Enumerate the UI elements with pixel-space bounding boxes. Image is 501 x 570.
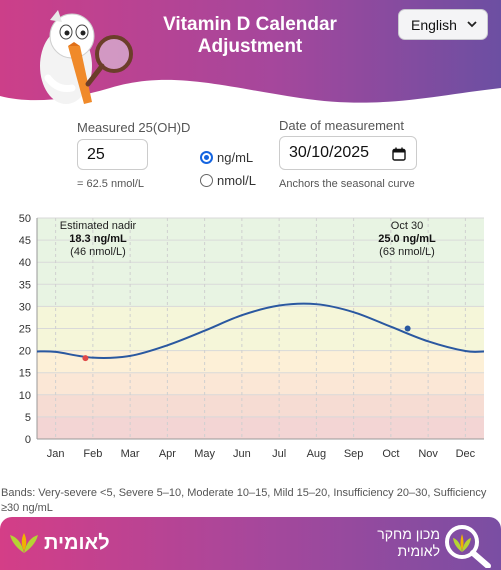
y-tick-label: 10	[19, 390, 31, 402]
vitamin-d-curve	[36, 302, 485, 359]
nadir-point	[82, 355, 89, 362]
measured-label: Measured 25(OH)D	[77, 120, 191, 135]
stork-mascot-icon	[40, 10, 133, 104]
converted-value: = 62.5 nmol/L	[77, 178, 144, 190]
title-line-2: Adjustment	[197, 36, 303, 57]
x-tick-label: Dec	[456, 448, 476, 460]
measurement-date-input[interactable]: 30/10/2025	[279, 136, 417, 170]
y-tick-label: 50	[19, 213, 31, 225]
title-line-1: Vitamin D Calendar	[163, 14, 337, 35]
x-tick-label: Feb	[83, 448, 102, 460]
x-tick-label: Apr	[159, 448, 176, 460]
y-tick-label: 35	[19, 279, 31, 291]
y-tick-label: 45	[19, 235, 31, 247]
measured-value-text: 25	[87, 145, 105, 163]
y-axis-ticks: 0 5 10 15 20 25 30 35 40 45 50	[19, 213, 31, 446]
unit-radio-label: nmol/L	[217, 173, 257, 188]
unit-radio-nmoll[interactable]: nmol/L	[200, 173, 256, 188]
y-tick-label: 30	[19, 301, 31, 313]
y-tick-label: 15	[19, 368, 31, 380]
unit-radio-ngml[interactable]: ng/mL	[200, 150, 253, 165]
x-tick-label: Jan	[47, 448, 65, 460]
x-tick-label: Jun	[233, 448, 251, 460]
chevron-down-icon	[467, 21, 477, 28]
radio-unselected-icon	[200, 174, 213, 187]
radio-selected-icon	[200, 151, 213, 164]
annotation-label: Estimated nadir	[60, 220, 137, 232]
bands-legend-note: Bands: Very-severe <5, Severe 5–10, Mode…	[1, 487, 487, 514]
chart-gridlines	[36, 217, 484, 440]
annotation-value: 25.0 ng/mL	[378, 233, 436, 245]
leumit-logo-text: לאומית	[44, 531, 110, 554]
date-hint: Anchors the seasonal curve	[279, 178, 415, 190]
institute-line-2: לאומית	[397, 543, 441, 559]
date-value-text: 30/10/2025	[289, 144, 370, 161]
calendar-icon[interactable]	[392, 147, 406, 161]
research-institute-name: מכון מחקר לאומית	[360, 526, 440, 560]
y-tick-label: 25	[19, 324, 31, 336]
x-axis-ticks: Jan Feb Mar Apr May Jun Jul Aug Sep Oct Nov Dec	[47, 448, 476, 460]
severity-band	[37, 372, 484, 395]
x-tick-label: Nov	[418, 448, 438, 460]
language-select-value: English	[411, 16, 457, 33]
language-select[interactable]: English	[398, 9, 488, 40]
severity-band	[37, 394, 484, 417]
y-tick-label: 40	[19, 257, 31, 269]
x-tick-label: Mar	[121, 448, 140, 460]
measurement-form: Measured 25(OH)D 25 = 62.5 nmol/L ng/mL …	[0, 112, 501, 200]
x-tick-label: May	[194, 448, 215, 460]
annotation-subvalue: (63 nmol/L)	[379, 246, 435, 258]
date-label: Date of measurement	[279, 118, 405, 133]
x-tick-label: Jul	[272, 448, 286, 460]
leaf-logo-icon	[10, 533, 38, 553]
page-title: Vitamin D Calendar Adjustment	[140, 14, 360, 58]
unit-radio-label: ng/mL	[217, 150, 254, 165]
severity-band	[37, 416, 484, 439]
leumit-logo: לאומית	[8, 531, 110, 555]
institute-line-1: מכון מחקר	[377, 526, 440, 542]
measurement-point	[404, 325, 411, 332]
annotation-subvalue: (46 nmol/L)	[70, 246, 126, 258]
y-tick-label: 20	[19, 346, 31, 358]
annotation-label: Oct 30	[391, 220, 423, 232]
header-wave-background	[0, 0, 501, 103]
x-tick-label: Aug	[307, 448, 327, 460]
magnifier-logo-icon	[445, 525, 491, 568]
measured-value-input[interactable]: 25	[77, 139, 148, 170]
y-tick-label: 0	[25, 434, 31, 446]
x-tick-label: Sep	[344, 448, 364, 460]
footer-bar: לאומית מכון מחקר לאומית	[0, 517, 501, 570]
x-tick-label: Oct	[382, 448, 399, 460]
severity-band	[37, 350, 484, 373]
y-tick-label: 5	[25, 412, 31, 424]
app-header: Vitamin D Calendar Adjustment English	[0, 0, 501, 110]
annotation-value: 18.3 ng/mL	[69, 233, 127, 245]
